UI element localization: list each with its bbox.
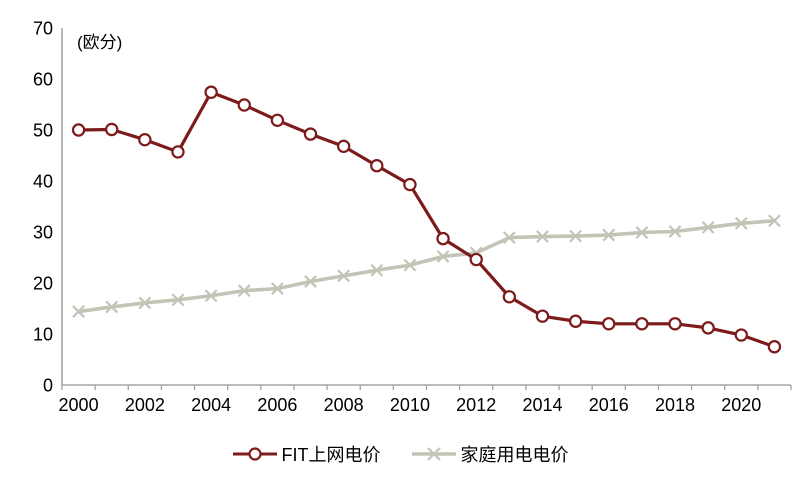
x-tick-label: 2006 [257, 395, 297, 415]
y-tick-label: 40 [33, 172, 53, 192]
household-point [701, 221, 715, 234]
y-tick-label: 30 [33, 223, 53, 243]
household-legend-marker-icon [411, 447, 456, 461]
legend-label-fit: FIT上网电价 [281, 445, 381, 465]
x-tick-label: 2004 [191, 395, 231, 415]
x-tick-label: 2002 [125, 395, 165, 415]
x-tick-label: 2014 [522, 395, 562, 415]
series-household [72, 214, 781, 318]
fit-point [270, 113, 285, 128]
series-fit [71, 85, 782, 354]
x-axis-labels: 2000 2002 2004 2006 2008 2010 2012 2014 2016 2018… [59, 395, 762, 415]
fit-point [469, 252, 483, 267]
household-point [734, 216, 748, 230]
y-tick-label: 70 [33, 19, 53, 39]
legend: FIT上网电价 家庭用电电价 [0, 441, 800, 467]
x-tick-label: 2010 [390, 395, 430, 415]
legend-item-household: 家庭用电电价 [411, 441, 569, 467]
fit-point [734, 328, 748, 342]
household-point [536, 230, 549, 243]
y-tick-label: 60 [33, 70, 53, 90]
fit-point [171, 145, 185, 159]
y-tick-label: 10 [33, 325, 53, 345]
x-tick-label: 2016 [589, 395, 629, 415]
household-point [204, 289, 218, 303]
fit-point [204, 85, 218, 99]
household-point [72, 305, 85, 318]
household-point [138, 296, 152, 310]
fit-point [237, 98, 251, 112]
fit-point [767, 340, 782, 354]
household-point [105, 300, 119, 314]
household-point [502, 231, 516, 244]
household-point [237, 284, 251, 298]
household-point [436, 250, 450, 263]
fit-point [403, 177, 417, 192]
household-point [569, 229, 582, 243]
fit-point [535, 309, 550, 323]
fit-legend-marker-icon [232, 447, 277, 461]
unit-label: (欧分) [77, 33, 122, 52]
fit-point [303, 127, 318, 141]
household-point [635, 226, 649, 239]
household-point [171, 293, 185, 307]
y-axis-labels: 0 10 20 30 40 50 60 70 [33, 19, 53, 396]
y-tick-label: 0 [43, 376, 53, 396]
x-tick-label: 2008 [324, 395, 364, 415]
x-tick-label: 2020 [721, 395, 761, 415]
fit-point [138, 132, 152, 147]
y-tick-label: 50 [33, 121, 53, 141]
y-tick-label: 20 [33, 274, 53, 294]
x-tick-label: 2000 [59, 395, 99, 415]
x-tick-label: 2018 [655, 395, 695, 415]
fit-point [635, 317, 649, 331]
household-point [271, 282, 284, 295]
fit-line [76, 90, 777, 349]
fit-point [502, 290, 517, 304]
household-point [304, 275, 317, 288]
fit-point [105, 122, 119, 137]
household-point [602, 228, 616, 242]
legend-item-fit: FIT上网电价 [232, 441, 381, 467]
household-point [668, 225, 682, 238]
fit-point [701, 321, 715, 335]
fit-point [436, 231, 450, 246]
household-point [337, 269, 351, 283]
household-line [76, 218, 777, 314]
fit-point [668, 317, 682, 331]
household-point [403, 258, 417, 272]
axes [61, 28, 792, 390]
x-tick-label: 2012 [456, 395, 496, 415]
household-point [370, 263, 384, 277]
fit-point [602, 317, 616, 331]
legend-label-household: 家庭用电电价 [460, 445, 569, 465]
fit-point [336, 139, 351, 154]
household-point [768, 214, 781, 228]
fit-point [370, 158, 384, 173]
fit-point [568, 314, 583, 328]
fit-point [71, 123, 86, 137]
